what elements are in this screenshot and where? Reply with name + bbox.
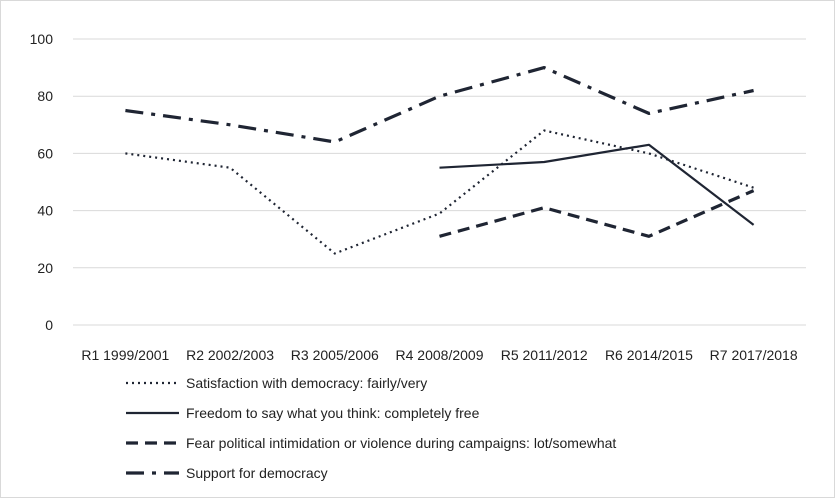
y-tick-label: 20 xyxy=(37,260,53,276)
x-tick-label: R4 2008/2009 xyxy=(396,347,484,363)
y-tick-label: 0 xyxy=(45,317,53,333)
y-tick-label: 60 xyxy=(37,145,53,161)
legend-label: Satisfaction with democracy: fairly/very xyxy=(186,375,427,391)
x-tick-label: R5 2011/2012 xyxy=(501,347,588,363)
y-tick-label: 40 xyxy=(37,203,53,219)
x-tick-label: R7 2017/2018 xyxy=(710,347,798,363)
x-tick-label: R3 2005/2006 xyxy=(291,347,379,363)
x-axis-ticks: R1 1999/2001 R2 2002/2003 R3 2005/2006 R4 2… xyxy=(81,347,797,363)
y-tick-label: 80 xyxy=(37,88,53,104)
legend: Satisfaction with democracy: fairly/very… xyxy=(126,375,616,481)
legend-label: Support for democracy xyxy=(186,465,328,481)
legend-label: Freedom to say what you think: completel… xyxy=(186,405,480,421)
series-line-dashdot xyxy=(125,65,754,144)
x-tick-label: R2 2002/2003 xyxy=(186,347,274,363)
series-lines xyxy=(125,65,755,255)
x-tick-label: R1 1999/2001 xyxy=(81,347,169,363)
series-line-dashed xyxy=(439,189,755,238)
y-tick-label: 100 xyxy=(30,31,54,47)
series-line-solid xyxy=(439,143,755,226)
legend-label: Fear political intimidation or violence … xyxy=(186,435,616,451)
grid-lines xyxy=(73,38,806,326)
x-tick-label: R6 2014/2015 xyxy=(605,347,693,363)
y-axis-ticks: 0 20 40 60 80 100 xyxy=(30,31,54,333)
